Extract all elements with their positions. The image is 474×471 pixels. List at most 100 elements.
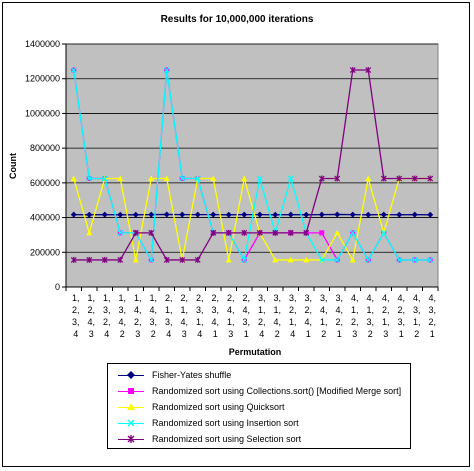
x-tick-label: 1, 4, 3, 2 <box>149 293 157 339</box>
data-point <box>70 211 77 218</box>
data-point <box>380 211 387 218</box>
y-tick-label: 800000 <box>30 143 60 153</box>
data-point <box>70 175 77 182</box>
x-tick-label: 2, 1, 3, 4 <box>165 293 173 339</box>
y-tick-label: 0 <box>55 282 60 292</box>
data-point <box>163 256 170 263</box>
data-point <box>210 229 217 236</box>
data-point <box>334 256 341 263</box>
data-point <box>318 175 325 182</box>
data-point <box>148 256 155 263</box>
data-point <box>241 211 248 218</box>
y-tick-label: 200000 <box>30 247 60 257</box>
data-point <box>380 175 387 182</box>
x-tick-label: 3, 2, 4, 1 <box>304 293 312 339</box>
legend-item-insertion-sort: Randomized sort using Insertion sort <box>108 416 408 430</box>
data-point <box>194 256 201 263</box>
data-point <box>70 67 77 73</box>
x-tick-label: 2, 3, 4, 1 <box>211 293 219 339</box>
x-tick-label: 2, 4, 1, 3 <box>227 293 235 339</box>
x-tick-label: 1, 3, 2, 4 <box>103 293 111 339</box>
data-point <box>163 67 170 73</box>
data-point <box>132 229 139 236</box>
data-point <box>101 256 108 263</box>
data-point <box>101 175 108 182</box>
data-point <box>225 256 232 263</box>
data-point <box>241 175 248 182</box>
data-point <box>396 211 403 218</box>
data-point <box>101 211 108 218</box>
data-point <box>380 229 387 236</box>
x-marker-icon <box>127 419 135 427</box>
x-tick-label: 2, 1, 4, 3 <box>180 293 188 339</box>
series-line <box>73 69 431 263</box>
data-point <box>365 175 372 182</box>
legend-item-quicksort: Randomized sort using Quicksort <box>108 400 408 414</box>
data-point <box>411 175 418 182</box>
data-point <box>349 256 356 263</box>
data-point <box>396 256 403 263</box>
x-tick-label: 4, 3, 2, 1 <box>428 293 436 339</box>
x-tick-label: 1, 3, 4, 2 <box>118 293 126 339</box>
star-marker-icon <box>127 435 135 443</box>
chart-title: Results for 10,000,000 iterations <box>161 14 314 25</box>
data-point <box>319 230 325 236</box>
data-point <box>287 175 294 182</box>
data-point <box>210 175 217 182</box>
data-point <box>272 211 279 218</box>
data-point <box>241 256 248 263</box>
data-point <box>163 175 170 182</box>
y-tick-label: 600000 <box>30 178 60 188</box>
data-point <box>256 211 263 218</box>
data-point <box>132 211 139 218</box>
square-marker-icon <box>128 388 134 394</box>
data-point <box>303 256 310 263</box>
x-tick-label: 1, 2, 4, 3 <box>87 293 95 339</box>
data-point <box>272 229 279 236</box>
data-point <box>86 211 93 218</box>
legend: Fisher-Yates shuffle Randomized sort usi… <box>107 363 411 449</box>
x-tick-label: 3, 1, 2, 4 <box>258 293 266 339</box>
data-point <box>318 211 325 218</box>
data-point <box>86 229 93 236</box>
data-point <box>179 175 186 182</box>
y-tick-label: 400000 <box>30 213 60 223</box>
legend-label: Randomized sort using Selection sort <box>152 434 302 444</box>
x-tick-label: 3, 4, 1, 2 <box>320 293 328 339</box>
data-point <box>241 229 248 236</box>
data-point <box>287 229 294 236</box>
diamond-marker-icon <box>127 371 135 379</box>
data-point <box>117 175 124 182</box>
y-tick-label: 1200000 <box>25 74 60 84</box>
data-point <box>225 211 232 218</box>
data-point <box>334 175 341 182</box>
data-point <box>427 175 434 182</box>
x-tick-label: 4, 1, 2, 3 <box>351 293 359 339</box>
x-tick-label: 3, 2, 1, 4 <box>289 293 297 339</box>
legend-item-fisher-yates: Fisher-Yates shuffle <box>108 368 408 382</box>
x-tick-label: 4, 2, 3, 1 <box>397 293 405 339</box>
data-point <box>365 211 372 218</box>
data-point <box>427 211 434 218</box>
x-tick-label: 2, 3, 1, 4 <box>196 293 204 339</box>
data-point <box>256 229 263 236</box>
data-point <box>225 229 232 236</box>
series-layer <box>70 67 434 263</box>
x-tick-label: 3, 1, 4, 2 <box>273 293 281 339</box>
y-tick-labels: 0 200000 400000 600000 800000 1000000 1200000 1… <box>25 39 66 292</box>
x-tick-labels: 1, 2, 3, 4 1, 2, 4, 3 1, 3, 2, 4 1, 3, 4, 2 1, 4, 2, 3 1, 4, 3… <box>65 287 439 339</box>
data-point <box>272 256 279 263</box>
x-tick-label: 4, 2, 1, 3 <box>382 293 390 339</box>
data-point <box>287 256 294 263</box>
data-point <box>194 211 201 218</box>
x-tick-label: 1, 2, 3, 4 <box>72 293 80 339</box>
data-point <box>349 229 356 236</box>
x-tick-label: 1, 4, 2, 3 <box>134 293 142 339</box>
legend-label: Fisher-Yates shuffle <box>152 370 232 380</box>
data-point <box>163 211 170 218</box>
x-tick-label: 4, 3, 1, 2 <box>413 293 421 339</box>
data-point <box>287 211 294 218</box>
x-tick-label: 4, 1, 3, 2 <box>366 293 374 339</box>
data-point <box>179 256 186 263</box>
